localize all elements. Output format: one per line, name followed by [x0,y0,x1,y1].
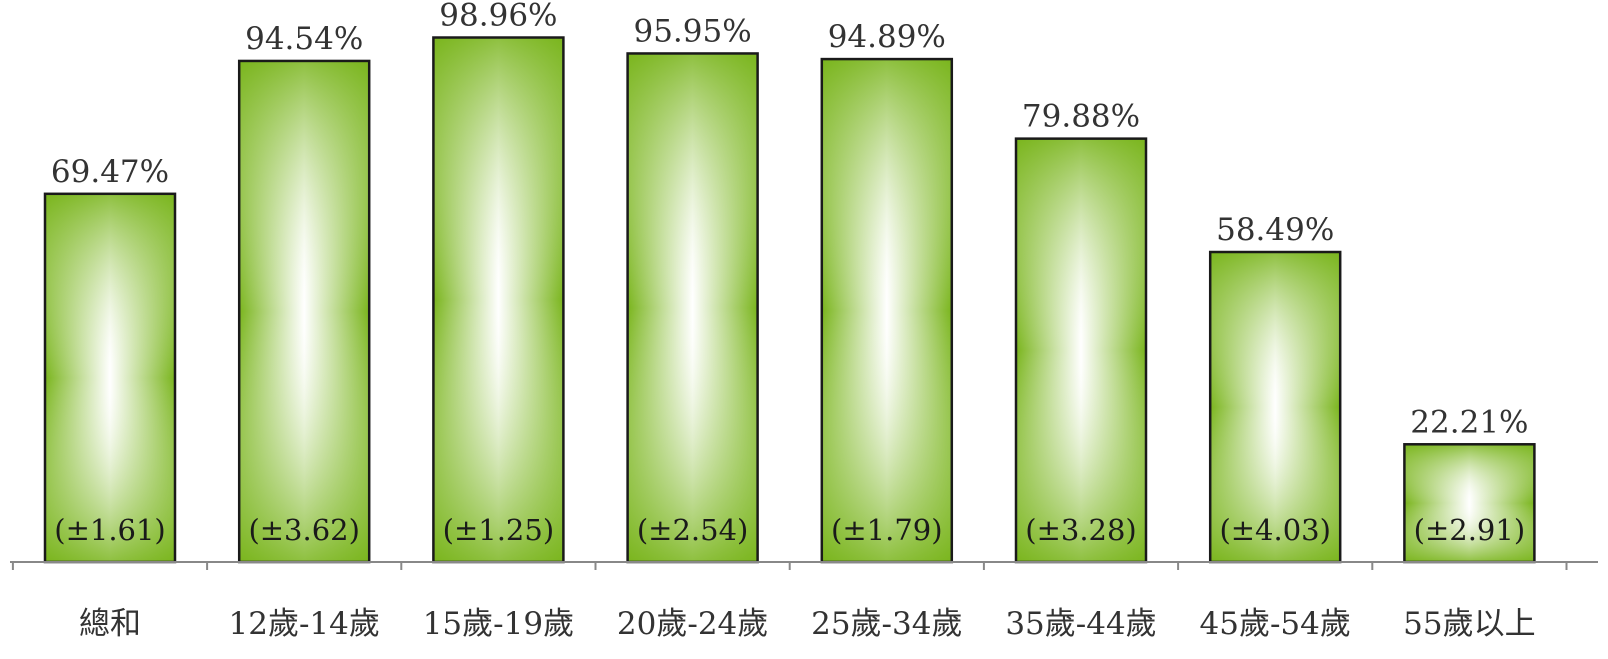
bar-shade [1210,252,1341,563]
error-margin-label: (±1.79) [831,513,943,547]
data-label: 69.47% [51,154,169,190]
bar-group [432,36,565,564]
bar-group [237,59,371,564]
data-label: 79.88% [1022,99,1140,135]
labels-group: 69.47% (±1.61) 總和 94.54% (±3.62) 12歲-14歲 98.96… [51,0,1536,642]
bar-shade [433,37,564,562]
error-margin-label: (±1.25) [443,513,555,547]
bar-shade [627,53,758,563]
x-tick-label: 55歲以上 [1403,606,1535,642]
data-label: 98.96% [439,0,557,34]
bar-shade [1016,138,1146,563]
bar-group [1208,250,1342,564]
bar-shade [821,59,952,562]
x-tick-label: 35歲-44歲 [1005,606,1156,642]
bar-group [43,192,177,564]
data-label: 95.95% [633,13,751,49]
x-tick-label: 25歲-34歲 [811,606,962,642]
error-margin-label: (±4.03) [1219,513,1331,547]
x-tick-label: 20歲-24歲 [617,606,768,642]
error-margin-label: (±2.54) [637,513,749,547]
x-tick-label: 15歲-19歲 [423,606,574,642]
x-tick-label: 總和 [79,606,141,642]
x-axis [10,561,1598,570]
bar-group [820,57,954,564]
bar-group [1014,137,1148,564]
x-tick-label: 45歲-54歲 [1200,606,1351,642]
bar-shade [239,60,370,563]
error-margin-label: (±1.61) [54,513,166,547]
data-label: 94.89% [828,19,946,55]
x-tick-label: 12歲-14歲 [229,606,380,642]
data-label: 22.21% [1410,404,1528,440]
bars-group [43,36,1536,564]
bar-group [1403,443,1536,564]
error-margin-label: (±3.28) [1025,513,1137,547]
data-label: 94.54% [245,21,363,57]
error-margin-label: (±2.91) [1414,513,1526,547]
error-margin-label: (±3.62) [248,513,360,547]
bar-shade [45,193,175,562]
bar-shade [1404,444,1535,562]
data-label: 58.49% [1216,212,1334,248]
bar-group [626,52,759,564]
